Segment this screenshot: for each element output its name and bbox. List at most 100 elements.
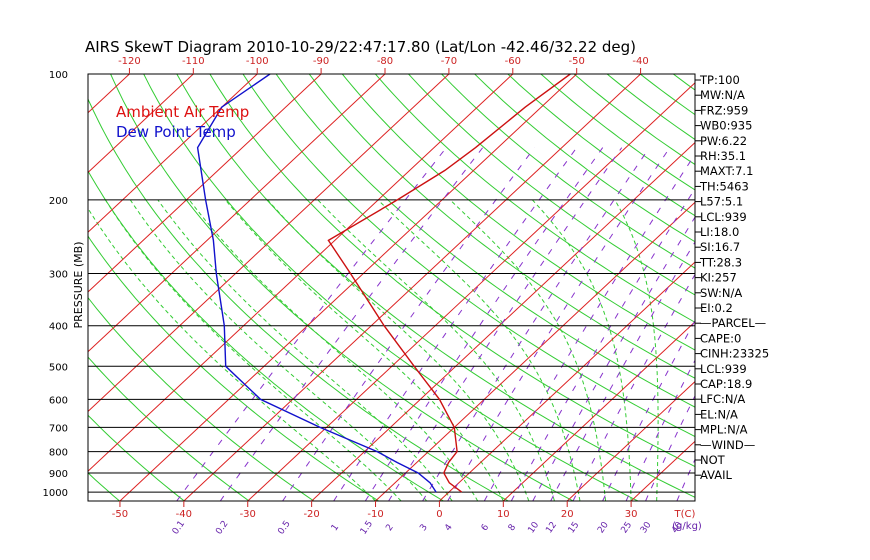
moist-adiabat [267,199,530,501]
bottom-temp-label: -10 [367,509,383,520]
top-temp-label: -70 [441,56,457,67]
dry-adiabat [474,74,695,243]
bottom-temp-label: 0 [436,509,442,520]
mixing-ratio-label: 0.5 [276,519,292,536]
dry-adiabat [88,169,444,501]
chart-title: AIRS SkewT Diagram 2010-10-29/22:47:17.8… [85,38,636,56]
bottom-temp-label: -30 [240,509,256,520]
isotherm [375,201,695,501]
dry-adiabat [88,414,185,501]
plot-frame [87,73,696,502]
index-item: —WIND— [700,438,755,452]
isotherm [88,74,386,353]
index-item: WB0:935 [700,119,752,133]
index-item: SW:N/A [700,286,742,300]
index-item: CAPE:0 [700,331,741,345]
dew-point-line [196,74,437,493]
legend-dew-point: Dew Point Temp [116,123,236,141]
pressure-tick-label: 300 [49,270,68,281]
mixing-ratio-unit: (g/kg) [672,521,702,532]
isotherm [183,74,641,501]
air-temp-line [327,74,571,493]
moist-adiabat [225,199,504,501]
index-item: TT:28.3 [699,255,742,269]
pressure-tick-label: 1000 [43,488,68,499]
moist-adiabat [104,199,402,501]
mixing-ratio-label: 25 [619,520,634,535]
index-item: MAXT:7.1 [700,164,753,178]
isotherm [88,74,450,413]
mixing-ratio-line [364,147,604,501]
isotherm [88,74,258,233]
bottom-temp-label: 30 [625,509,638,520]
index-item: CINH:23325 [700,347,769,361]
mixing-ratio-label: 1.5 [359,519,375,536]
top-temp-label: -90 [313,56,329,67]
moist-adiabat [377,199,581,501]
mixing-ratio-label: 0.2 [214,519,230,536]
index-item: AVAIL [700,468,733,482]
dry-adiabat [375,74,695,323]
isotherm [311,141,695,501]
pressure-tick-label: 700 [49,423,68,434]
dry-adiabat [209,74,695,468]
mixing-ratio-label: 10 [526,520,541,535]
top-temp-label: -80 [377,56,393,67]
top-temp-label: -60 [505,56,521,67]
top-temp-label: -120 [118,56,141,67]
mixing-ratio-label: 2 [384,523,395,533]
bottom-temp-label: -20 [303,509,319,520]
moist-adiabat [88,207,376,501]
bottom-temp-label: -40 [176,509,192,520]
mixing-ratio-line [510,187,695,501]
pressure-tick-label: 200 [49,196,68,207]
index-item: LI:18.0 [700,225,739,239]
mixing-ratio-label: 12 [544,520,559,535]
dry-adiabat [143,74,639,501]
dry-adiabat [88,296,315,501]
index-item: FRZ:959 [700,103,748,117]
dry-adiabat [275,74,695,408]
isotherm [439,261,695,501]
index-item: CAP:18.9 [700,377,752,391]
pressure-tick-label: 100 [49,70,68,81]
index-item: MPL:N/A [700,423,748,437]
mixing-ratio-label: 15 [567,520,582,535]
moist-adiabat [157,199,453,501]
index-item: NOT [700,453,726,467]
dry-adiabat [773,74,870,501]
dry-adiabat [110,74,574,501]
index-item: —PARCEL— [700,316,766,330]
isotherm [88,74,514,472]
pressure-tick-label: 400 [49,322,68,333]
top-temp-label: -50 [569,56,585,67]
top-temp-label: -40 [632,56,648,67]
index-item: PW:6.22 [700,134,747,148]
index-item: L57:5.1 [700,195,743,209]
bottom-temp-label: -50 [112,509,128,520]
mixing-ratio-label: 4 [443,522,455,533]
index-item: SI:16.7 [700,240,740,254]
dry-adiabat [806,74,870,501]
dry-adiabat [88,472,120,501]
mixing-ratio-label: 6 [480,522,492,533]
index-item: LCL:939 [700,210,747,224]
pressure-tick-label: 900 [49,469,68,480]
dry-adiabat [573,74,695,166]
moist-adiabat [129,199,427,501]
index-item: KI:257 [700,271,737,285]
legend-air-temp: Ambient Air Temp [116,103,249,121]
pressure-tick-label: 500 [49,362,68,373]
index-item: EI:0.2 [700,301,733,315]
isotherm [502,321,695,501]
mixing-ratio-label: 3 [418,523,429,533]
moist-adiabat [317,199,555,501]
dry-adiabat [88,356,250,501]
dry-adiabat [408,74,695,296]
dry-adiabat [839,74,870,501]
dry-adiabat [88,235,379,501]
index-item: LFC:N/A [700,392,745,406]
mixing-ratio-label: 1 [330,523,341,533]
index-item: MW:N/A [700,88,745,102]
